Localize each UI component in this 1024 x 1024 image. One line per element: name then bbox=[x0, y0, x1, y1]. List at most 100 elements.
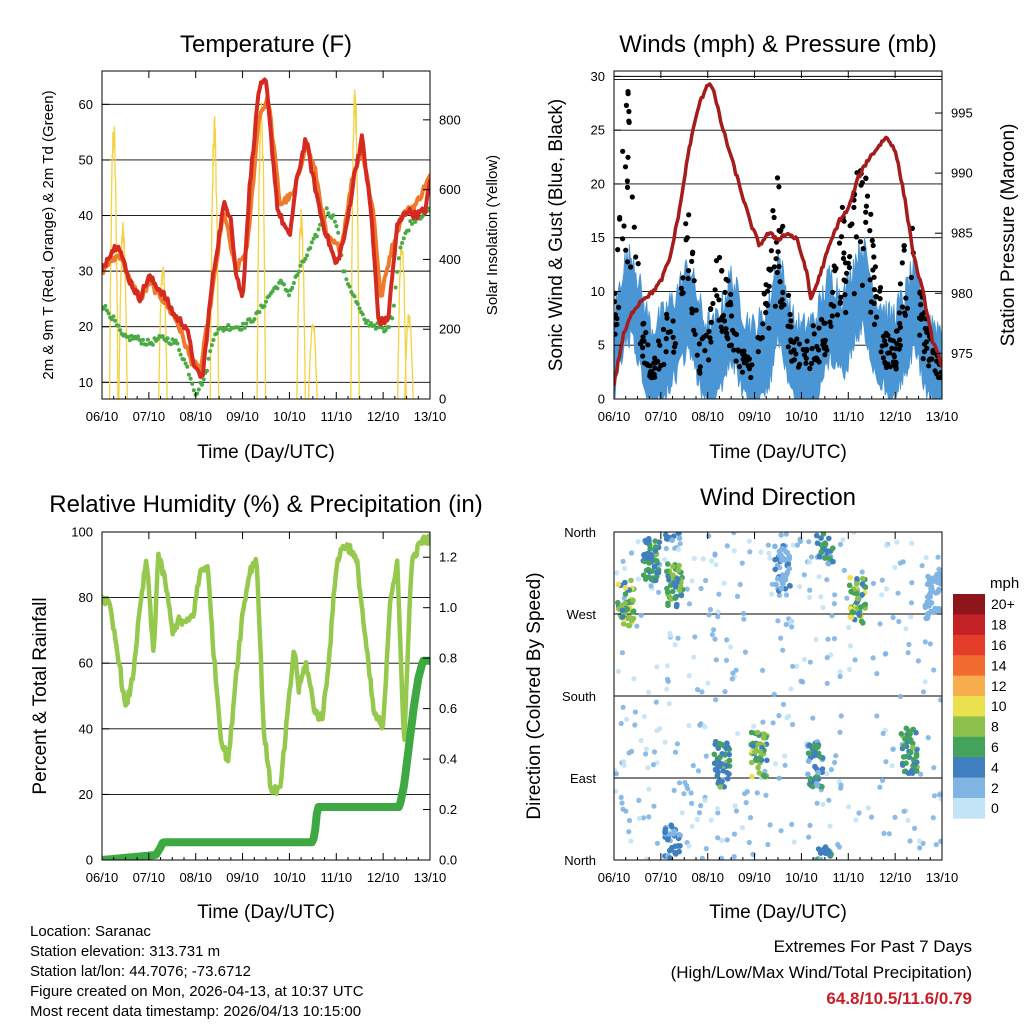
direction-point bbox=[619, 607, 626, 614]
dewpoint-point bbox=[160, 334, 165, 339]
gust-point bbox=[763, 282, 769, 288]
gust-point bbox=[728, 291, 734, 297]
dewpoint-point bbox=[116, 323, 121, 328]
direction-ytick-label: South bbox=[562, 689, 596, 704]
direction-point bbox=[790, 542, 796, 548]
winds-ytick-label: 5 bbox=[598, 338, 605, 353]
direction-point bbox=[909, 540, 915, 546]
temperature-ylabel-right: Solar Insolation (Yellow) bbox=[484, 155, 501, 315]
direction-point bbox=[686, 673, 692, 679]
gust-point bbox=[775, 249, 781, 255]
direction-point bbox=[724, 543, 730, 549]
direction-point bbox=[807, 594, 813, 601]
gust-point bbox=[899, 304, 906, 310]
direction-point bbox=[777, 552, 784, 558]
direction-point bbox=[925, 573, 931, 580]
direction-point bbox=[817, 856, 824, 860]
direction-point bbox=[721, 580, 727, 586]
direction-point bbox=[925, 735, 931, 741]
direction-point bbox=[931, 575, 938, 581]
gust-point bbox=[696, 341, 703, 347]
direction-point bbox=[818, 549, 825, 555]
direction-point bbox=[664, 585, 670, 592]
direction-point bbox=[859, 581, 866, 587]
humidity-y2tick-label: 0.8 bbox=[439, 651, 457, 666]
temperature-ytick-label: 30 bbox=[79, 264, 93, 279]
direction-point bbox=[788, 686, 794, 692]
direction-point bbox=[706, 612, 712, 618]
gust-point bbox=[894, 341, 900, 347]
legend-swatch bbox=[953, 594, 985, 615]
gust-point bbox=[836, 240, 843, 246]
gust-point bbox=[622, 164, 629, 170]
direction-point bbox=[646, 814, 652, 820]
dewpoint-point bbox=[285, 289, 290, 293]
legend-swatch bbox=[953, 736, 985, 758]
direction-point bbox=[852, 657, 858, 663]
direction-point bbox=[691, 555, 698, 562]
direction-point bbox=[935, 554, 941, 560]
gust-point bbox=[692, 331, 698, 337]
direction-point bbox=[826, 849, 832, 856]
direction-point bbox=[672, 642, 678, 648]
gust-point bbox=[871, 321, 878, 327]
direction-point bbox=[643, 746, 650, 752]
humidity-xlabel: Time (Day/UTC) bbox=[197, 902, 335, 923]
gust-point bbox=[723, 276, 729, 282]
direction-point bbox=[807, 776, 814, 782]
direction-point bbox=[785, 561, 792, 568]
gust-point bbox=[841, 277, 847, 283]
dewpoint-point bbox=[298, 263, 303, 268]
dewpoint-point bbox=[355, 302, 360, 306]
dewpoint-point bbox=[155, 337, 160, 341]
direction-point bbox=[699, 855, 705, 860]
gust-point bbox=[923, 339, 930, 345]
temperature-2m-line bbox=[102, 77, 430, 379]
gust-point bbox=[761, 291, 767, 297]
relative-humidity-line bbox=[102, 533, 430, 797]
direction-point bbox=[923, 615, 929, 622]
winds-ytick-label: 15 bbox=[591, 230, 605, 245]
direction-point bbox=[877, 621, 883, 627]
gust-point bbox=[776, 184, 782, 190]
gust-point bbox=[770, 208, 776, 214]
temperature-xtick-label: 07/10 bbox=[133, 409, 166, 424]
direction-point bbox=[909, 770, 916, 776]
direction-point bbox=[764, 757, 770, 764]
humidity-y2tick-label: 0.6 bbox=[439, 701, 457, 716]
direction-point bbox=[614, 771, 619, 777]
gust-point bbox=[930, 350, 936, 356]
gust-point bbox=[880, 333, 887, 339]
dewpoint-point bbox=[173, 338, 178, 343]
gust-point bbox=[624, 178, 631, 184]
direction-point bbox=[881, 830, 887, 837]
direction-title: Wind Direction bbox=[700, 484, 856, 511]
dewpoint-point bbox=[126, 334, 131, 339]
dewpoint-point bbox=[127, 338, 132, 343]
dewpoint-point bbox=[344, 277, 349, 282]
direction-point bbox=[814, 782, 820, 789]
direction-point bbox=[859, 569, 865, 575]
gust-point bbox=[881, 338, 888, 344]
direction-point bbox=[889, 763, 895, 769]
temperature-xtick-label: 12/10 bbox=[367, 409, 400, 424]
direction-point bbox=[905, 817, 911, 823]
temperature-ytick-label: 50 bbox=[79, 152, 93, 167]
dewpoint-point bbox=[106, 311, 111, 316]
dewpoint-point bbox=[365, 318, 370, 323]
dewpoint-point bbox=[103, 304, 108, 308]
gust-point bbox=[803, 360, 809, 366]
gust-point bbox=[689, 310, 695, 316]
gust-point bbox=[788, 324, 794, 330]
direction-point bbox=[703, 577, 709, 584]
direction-point bbox=[936, 605, 942, 612]
direction-point bbox=[642, 554, 648, 560]
dewpoint-point bbox=[211, 338, 216, 342]
humidity-title: Relative Humidity (%) & Precipitation (i… bbox=[49, 491, 482, 518]
direction-point bbox=[620, 704, 626, 710]
direction-point bbox=[640, 815, 647, 821]
direction-point bbox=[652, 538, 658, 544]
gust-point bbox=[820, 338, 826, 344]
gust-point bbox=[640, 353, 646, 359]
direction-point bbox=[717, 784, 723, 790]
